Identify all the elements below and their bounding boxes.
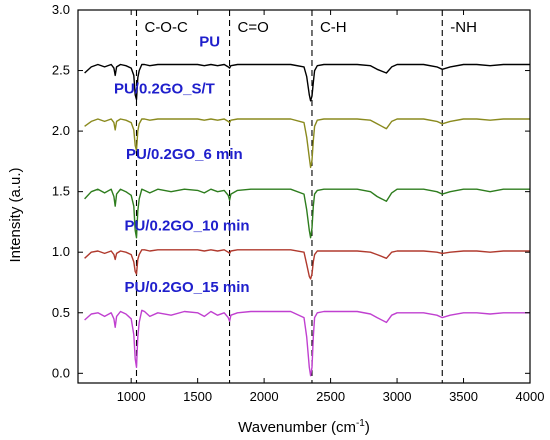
- y-tick-label-4: 2.0: [52, 123, 70, 138]
- x-axis-title-superscript: -1: [356, 418, 365, 429]
- x-axis-title-main: Wavenumber (cm: [238, 419, 356, 436]
- y-tick-label-3: 1.5: [52, 184, 70, 199]
- x-tick-label-4: 3000: [383, 389, 412, 404]
- x-tick-label-3: 2500: [316, 389, 345, 404]
- y-tick-label-5: 2.5: [52, 63, 70, 78]
- annotation-label-3: -NH: [450, 19, 477, 36]
- x-tick-label-1: 1500: [183, 389, 212, 404]
- axes: 1000 1500 2000 2500 3000 3500 4000 0.0 0.5 1.0 1.5…: [52, 2, 545, 404]
- series-label-3: PU/0.2GO_10 min: [124, 217, 249, 234]
- x-tick-label-2: 2000: [250, 389, 279, 404]
- y-tick-label-6: 3.0: [52, 2, 70, 17]
- annotation-label-1: C=O: [238, 19, 269, 36]
- series-label-4: PU/0.2GO_15 min: [124, 279, 249, 296]
- y-tick-label-2: 1.0: [52, 244, 70, 259]
- series-layer: [84, 63, 530, 377]
- series-label-1: PU/0.2GO_S/T: [114, 81, 215, 98]
- series-line-0: [84, 63, 530, 102]
- annotation-label-2: C-H: [320, 19, 347, 36]
- x-axis-title: Wavenumber (cm-1): [238, 418, 370, 436]
- series-line-3: [84, 249, 530, 280]
- annotation-layer: C-O-C C=O C-H -NH: [135, 10, 477, 383]
- series-label-0: PU: [199, 33, 220, 50]
- annotation-label-0: C-O-C: [144, 19, 187, 36]
- series-label-2: PU/0.2GO_6 min: [126, 146, 243, 163]
- y-axis-title: Intensity (a.u.): [7, 167, 24, 262]
- plot-frame: [77, 9, 531, 384]
- y-tick-label-1: 0.5: [52, 305, 70, 320]
- x-tick-label-6: 4000: [516, 389, 545, 404]
- x-tick-label-5: 3500: [449, 389, 478, 404]
- series-line-4: [84, 309, 530, 377]
- series-line-2: [84, 188, 530, 239]
- y-tick-label-0: 0.0: [52, 365, 70, 380]
- series-label-layer: PU PU/0.2GO_S/T PU/0.2GO_6 min PU/0.2GO_10 …: [114, 33, 250, 296]
- x-axis-title-close: ): [365, 419, 370, 436]
- x-tick-label-0: 1000: [117, 389, 146, 404]
- series-line-1: [84, 118, 530, 169]
